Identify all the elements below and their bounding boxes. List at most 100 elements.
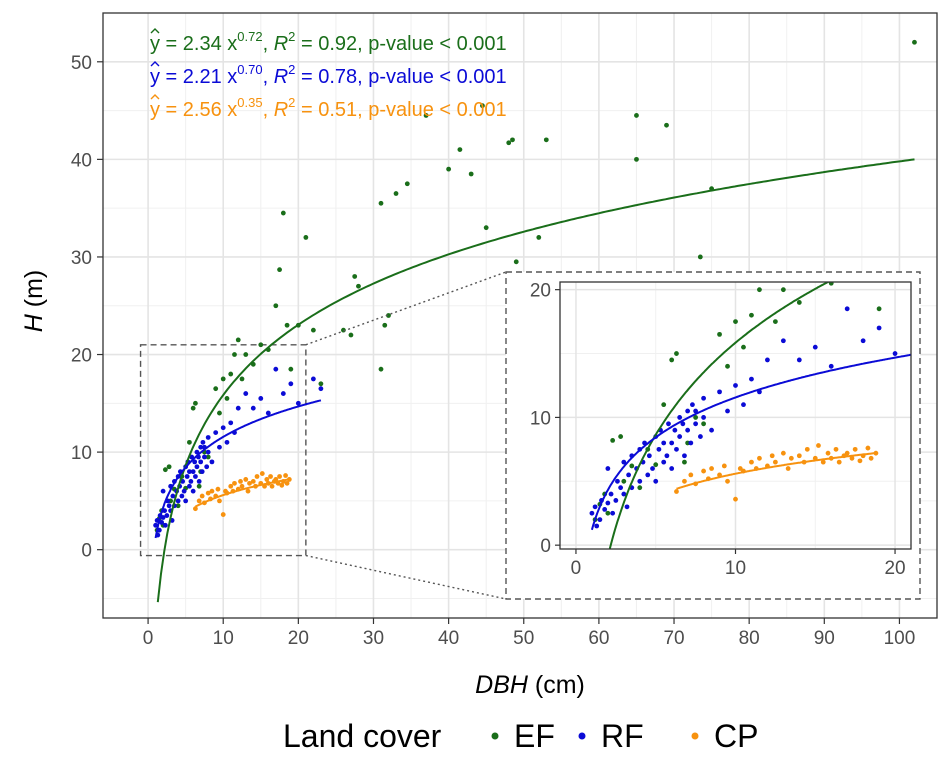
data-point-ef	[303, 235, 308, 240]
inset-point-rf	[677, 415, 682, 420]
data-point-rf	[217, 445, 222, 450]
data-point-rf	[204, 464, 209, 469]
r2-value: = 0.92, p-value < 0.001	[295, 33, 506, 55]
legend-key-rf	[579, 733, 586, 740]
y-hat: y	[150, 33, 160, 55]
y-hat: y	[150, 66, 160, 88]
data-point-ef	[484, 225, 489, 230]
equation-text: y = 2.21 x0.70, R2 = 0.78, p-value < 0.0…	[150, 62, 507, 88]
inset-point-rf	[674, 447, 679, 452]
data-point-ef	[258, 342, 263, 347]
inset-point-rf	[781, 338, 786, 343]
inset-point-rf	[609, 492, 614, 497]
inset-point-cp	[773, 460, 778, 465]
data-point-ef	[356, 284, 361, 289]
x-tick-label: 100	[884, 628, 916, 649]
data-point-cp	[221, 512, 226, 517]
data-point-ef	[318, 381, 323, 386]
inset-point-cp	[805, 447, 810, 452]
equation-coef: = 2.56 x	[160, 99, 237, 121]
data-point-ef	[664, 123, 669, 128]
inset-point-rf	[709, 428, 714, 433]
data-point-ef	[311, 328, 316, 333]
data-point-ef	[394, 191, 399, 196]
data-point-cp	[200, 494, 205, 499]
inset-point-rf	[688, 441, 693, 446]
data-point-rf	[193, 474, 198, 479]
inset-point-ef	[741, 345, 746, 350]
data-point-ef	[167, 464, 172, 469]
legend-label-cp: CP	[714, 718, 758, 754]
inset-point-rf	[685, 409, 690, 414]
data-point-rf	[201, 440, 206, 445]
inset-point-cp	[688, 473, 693, 478]
inset-point-rf	[733, 383, 738, 388]
equation-exponent: 0.72	[237, 29, 262, 44]
data-point-ef	[514, 259, 519, 264]
r-exponent: 2	[288, 62, 295, 77]
data-point-ef	[405, 181, 410, 186]
data-point-cp	[197, 499, 202, 504]
legend-title: Land cover	[283, 718, 442, 754]
inset-point-rf	[647, 453, 652, 458]
inset-point-cp	[722, 464, 727, 469]
inset-point-rf	[677, 434, 682, 439]
inset-point-rf	[626, 473, 631, 478]
equation-exponent: 0.70	[237, 62, 262, 77]
y-axis-variable: H	[20, 313, 48, 332]
data-point-rf	[273, 367, 278, 372]
inset-point-rf	[593, 504, 598, 509]
inset-point-cp	[858, 458, 863, 463]
inset-point-rf	[590, 511, 595, 516]
data-point-ef	[446, 167, 451, 172]
y-hat: y	[150, 99, 160, 121]
inset-point-cp	[757, 456, 762, 461]
inset-point-ef	[797, 300, 802, 305]
legend-label-ef: EF	[514, 718, 555, 754]
equation-exponent: 0.35	[237, 95, 262, 110]
inset-point-rf	[741, 402, 746, 407]
data-point-rf	[187, 484, 192, 489]
r2-value: = 0.51, p-value < 0.001	[295, 99, 506, 121]
inset-point-rf	[765, 358, 770, 363]
inset-point-ef	[757, 287, 762, 292]
data-point-cp	[216, 487, 221, 492]
inset-point-cp	[709, 466, 714, 471]
y-axis-title: H (m)	[20, 270, 48, 332]
inset-point-cp	[826, 451, 831, 456]
inset-point-rf	[618, 485, 623, 490]
data-point-rf	[221, 425, 226, 430]
data-point-rf	[197, 479, 202, 484]
inset-point-rf	[749, 377, 754, 382]
inset-point-ef	[877, 306, 882, 311]
data-point-ef	[634, 157, 639, 162]
data-point-ef	[288, 367, 293, 372]
data-point-ef	[277, 267, 282, 272]
inset-point-ef	[610, 438, 615, 443]
inset-point-cp	[845, 451, 850, 456]
x-tick-label: 70	[663, 628, 684, 649]
y-tick-label: 10	[71, 443, 92, 464]
data-point-ef	[698, 255, 703, 260]
data-point-cp	[243, 477, 248, 482]
inset-point-rf	[625, 504, 630, 509]
inset-point-rf	[813, 345, 818, 350]
inset-point-rf	[845, 306, 850, 311]
data-point-ef	[187, 440, 192, 445]
inset-point-rf	[653, 479, 658, 484]
inset-point-rf	[893, 351, 898, 356]
inset-point-rf	[861, 338, 866, 343]
inset-point-ef	[674, 351, 679, 356]
data-point-rf	[183, 499, 188, 504]
inset-point-rf	[725, 409, 730, 414]
inset-x-tick-label: 20	[884, 558, 905, 579]
equation-coef: = 2.34 x	[160, 33, 237, 55]
inset-point-rf	[669, 466, 674, 471]
data-point-rf	[161, 489, 166, 494]
data-point-ef	[536, 235, 541, 240]
legend-key-ef	[492, 733, 499, 740]
inset-point-rf	[661, 460, 666, 465]
data-point-rf	[164, 513, 169, 518]
data-point-cp	[270, 484, 275, 489]
